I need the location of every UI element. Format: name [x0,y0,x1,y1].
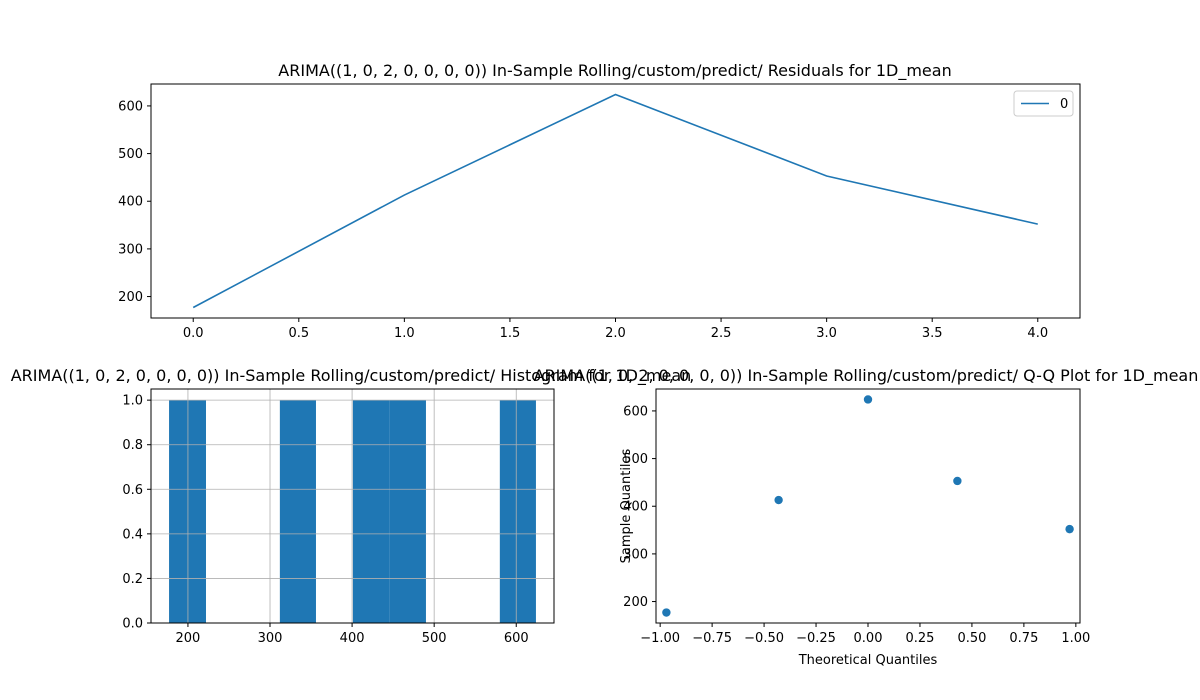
histogram-bar [279,400,316,623]
y-tick-label: 600 [623,404,648,419]
x-tick-label: 0.0 [183,326,204,341]
residuals-chart-title: ARIMA((1, 0, 2, 0, 0, 0, 0)) In-Sample R… [278,61,951,81]
y-tick-label: 0.2 [122,572,143,587]
histogram-bar [499,400,536,623]
legend-label: 0 [1060,97,1068,112]
residuals-line-chart: ARIMA((1, 0, 2, 0, 0, 0, 0)) In-Sample R… [118,61,1081,341]
y-tick-label: 0.8 [122,438,143,453]
x-tick-label: −0.50 [744,631,784,646]
x-tick-label: 500 [422,631,447,646]
residual-series-line [192,93,1038,309]
qq-point [953,476,962,486]
histogram-plot-frame [150,388,555,624]
qq-plot-chart: ARIMA((1, 0, 2, 0, 0, 0, 0)) In-Sample R… [534,366,1199,668]
x-tick-label: 600 [504,631,529,646]
x-tick-label: 0.50 [957,631,986,646]
x-tick-label: 0.5 [288,326,309,341]
x-tick-label: 1.0 [394,326,415,341]
y-tick-label: 300 [623,547,648,562]
x-tick-label: 4.0 [1027,326,1048,341]
x-tick-label: −0.25 [796,631,836,646]
y-tick-label: 500 [623,452,648,467]
qq-y-axis: 200 300 400 500 600 [623,404,656,610]
qq-x-axis-label: Theoretical Quantiles [798,653,938,668]
residuals-histogram-chart: ARIMA((1, 0, 2, 0, 0, 0, 0)) In-Sample R… [11,366,692,646]
x-tick-label: 0.00 [854,631,883,646]
y-tick-label: 200 [623,595,648,610]
qq-point [662,608,671,617]
x-tick-label: −0.75 [692,631,732,646]
x-tick-label: 400 [340,631,365,646]
histogram-bar [352,400,390,623]
qq-x-axis: −1.00 −0.75 −0.50 −0.25 0.00 0.25 0.50 0.75 1.00 [640,623,1090,646]
residuals-plot-frame [150,83,1081,319]
y-tick-label: 600 [118,99,143,114]
y-tick-label: 0.0 [122,617,143,632]
x-tick-label: 2.5 [711,326,732,341]
histogram-y-axis: 0.0 0.2 0.4 0.6 0.8 1.0 [122,394,151,632]
x-tick-label: 3.5 [922,326,943,341]
histogram-x-axis: 200 300 400 500 600 [176,623,529,646]
qq-point [863,395,873,404]
histogram-chart-title: ARIMA((1, 0, 2, 0, 0, 0, 0)) In-Sample R… [11,366,692,386]
y-tick-label: 0.4 [122,527,143,542]
x-tick-label: 0.75 [1009,631,1038,646]
qq-y-axis-label: Sample Quantiles [619,448,634,563]
qq-point [1065,524,1074,534]
y-tick-label: 400 [118,195,143,210]
x-tick-label: 1.00 [1061,631,1090,646]
y-tick-label: 1.0 [122,394,143,409]
x-tick-label: 0.25 [905,631,934,646]
residuals-x-axis: 0.0 0.5 1.0 1.5 2.0 2.5 3.0 3.5 4.0 [183,318,1048,341]
qq-chart-title: ARIMA((1, 0, 2, 0, 0, 0, 0)) In-Sample R… [534,366,1199,386]
y-tick-label: 200 [118,290,143,305]
y-tick-label: 400 [623,500,648,515]
x-tick-label: 200 [176,631,201,646]
histogram-bar [169,400,206,623]
x-tick-label: 1.5 [500,326,521,341]
y-tick-label: 300 [118,242,143,257]
x-tick-label: 300 [258,631,283,646]
y-tick-label: 0.6 [122,483,143,498]
qq-plot-frame [655,388,1081,624]
x-tick-label: 3.0 [816,326,837,341]
qq-point [774,495,783,505]
residuals-y-axis: 200 300 400 500 600 [118,99,151,305]
x-tick-label: 2.0 [605,326,626,341]
x-tick-label: −1.00 [640,631,680,646]
y-tick-label: 500 [118,147,143,162]
histogram-bar [389,400,426,623]
residuals-legend: 0 [1013,90,1074,117]
